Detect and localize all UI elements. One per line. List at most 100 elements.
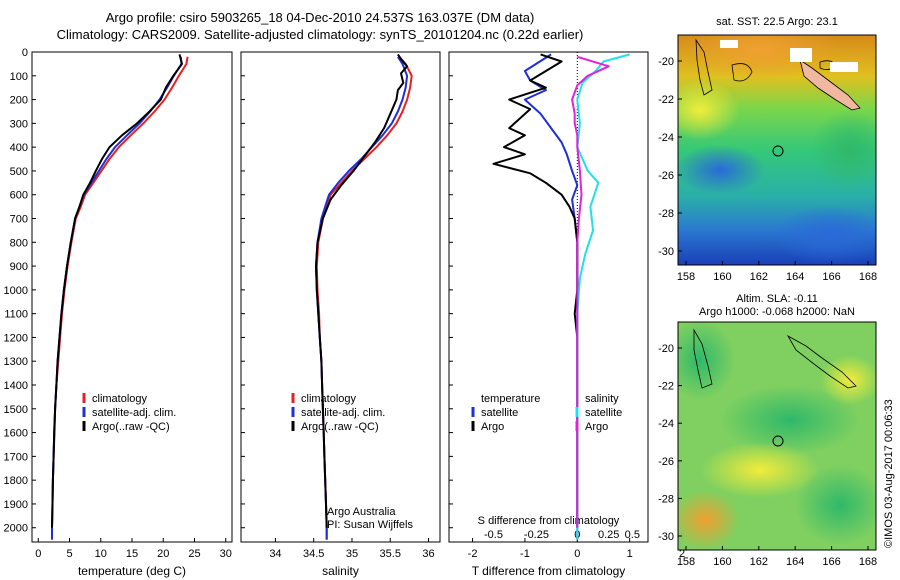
- map-x-tick-label: 166: [822, 556, 840, 568]
- depth-tick-label: 600: [10, 190, 28, 202]
- x-tick-label: 20: [157, 548, 169, 560]
- x-tick-label: 35.5: [380, 548, 401, 560]
- missing-data-patch: [720, 40, 738, 48]
- sst-warm-patch: [678, 80, 740, 140]
- map-x-tick-label: 160: [713, 271, 731, 283]
- x-tick-label: 25: [188, 548, 200, 560]
- salinity-diff-axis-label: S difference from climatology: [478, 515, 620, 527]
- depth-tick-label: 1300: [4, 356, 28, 368]
- sst-map-frame: [677, 34, 877, 266]
- legend-label: climatology: [92, 393, 148, 405]
- depth-tick-label: 1800: [4, 475, 28, 487]
- x-axis-label: temperature (deg C): [78, 564, 186, 578]
- series-line-salinity-argo: [571, 55, 610, 528]
- map-y-tick-label: -24: [658, 418, 674, 430]
- sla-high-patch: [678, 490, 740, 550]
- map-y-tick-label: -26: [658, 170, 674, 182]
- sst-map-title: sat. SST: 22.5 Argo: 23.1: [716, 16, 838, 28]
- sla-low-patch: [678, 322, 735, 400]
- sst-cool-patch: [775, 205, 876, 265]
- depth-tick-label: 1000: [4, 285, 28, 297]
- salinity-diff-tick-label: 0.5: [625, 529, 640, 541]
- legend-label: climatology: [301, 393, 357, 405]
- depth-tick-label: 1600: [4, 428, 28, 440]
- profile-panels: 0100200300400500600700800900100011001200…: [4, 47, 686, 578]
- map-y-tick-label: -26: [658, 456, 674, 468]
- figure-title-line-1: Argo profile: csiro 5903265_18 04-Dec-20…: [105, 10, 535, 25]
- map-x-tick-label: 168: [859, 556, 877, 568]
- map-x-tick-label: 158: [677, 556, 695, 568]
- imos-credit: ©IMOS 03-Aug-2017 00:06:33: [883, 399, 895, 548]
- sla-high-patch: [820, 355, 876, 405]
- legend-heading: salinity: [585, 393, 619, 405]
- depth-tick-label: 1200: [4, 332, 28, 344]
- sla-low-patch: [720, 385, 860, 455]
- legend-label: Argo: [585, 421, 608, 433]
- legend-heading: temperature: [481, 393, 540, 405]
- x-tick-label: 15: [126, 548, 138, 560]
- depth-tick-label: 1700: [4, 451, 28, 463]
- map-x-tick-label: 162: [750, 271, 768, 283]
- reef-outline: [695, 38, 713, 96]
- plot-frame: [31, 51, 233, 543]
- map-y-tick-label: -22: [658, 94, 674, 106]
- legend-label: satellite: [585, 407, 622, 419]
- map-y-tick-label: -28: [658, 493, 674, 505]
- map-x-tick-label: 162: [750, 556, 768, 568]
- panel-annotation: Argo Australia: [327, 506, 396, 518]
- argo-location-marker: [772, 145, 784, 157]
- map-y-tick-label: -28: [658, 208, 674, 220]
- depth-tick-label: 400: [10, 142, 28, 154]
- sst-mid-patch: [810, 110, 876, 190]
- x-tick-label: -2: [468, 548, 478, 560]
- series-line-argo-raw-qc-: [315, 53, 409, 528]
- depth-tick-label: 700: [10, 214, 28, 226]
- sla-map: [678, 322, 876, 550]
- x-tick-label: 5: [66, 548, 72, 560]
- legend-label: Argo(..raw -QC): [92, 421, 170, 433]
- map-y-tick-label: -20: [658, 343, 674, 355]
- depth-tick-label: 1100: [4, 309, 28, 321]
- map-x-tick-label: 168: [859, 271, 877, 283]
- legend-label: satellite: [481, 407, 518, 419]
- reef-outline: [693, 328, 713, 389]
- depth-tick-label: 0: [22, 47, 28, 59]
- sla-map-ticks: 158 160 162 164 166 168 -20 -22 -24 -26 -28 -30: [658, 343, 877, 568]
- sst-cool-patch: [678, 145, 765, 195]
- sla-map-title-line-2: Argo h1000: -0.068 h2000: NaN: [699, 306, 855, 318]
- plot-frame: [240, 51, 441, 543]
- x-tick-label: 1: [627, 548, 633, 560]
- x-tick-label: 2: [679, 548, 685, 560]
- profile-panel-salinity: 34 34.5 35 35.5 36 salinity climatology satelli…: [240, 51, 441, 578]
- depth-tick-label: 200: [10, 95, 28, 107]
- sst-map: [678, 35, 876, 265]
- depth-tick-label: 1500: [4, 404, 28, 416]
- x-tick-label: 34.5: [303, 548, 324, 560]
- profile-panel-temperature: 0100200300400500600700800900100011001200…: [4, 47, 233, 578]
- map-x-tick-label: 164: [786, 271, 804, 283]
- salinity-diff-tick-label: -0.5: [484, 529, 503, 541]
- salinity-diff-tick-label: -0.25: [524, 529, 549, 541]
- missing-data-patch: [790, 48, 812, 62]
- map-y-tick-label: -22: [658, 381, 674, 393]
- series-line-argo-raw-qc-: [51, 54, 183, 528]
- sla-map-title-line-1: Altim. SLA: -0.11: [736, 293, 818, 305]
- map-y-tick-label: -24: [658, 132, 674, 144]
- legend-label: satellite-adj. clim.: [301, 407, 385, 419]
- salinity-diff-tick-label: 0.25: [598, 529, 619, 541]
- missing-data-patch: [830, 62, 858, 72]
- plot-frame: [448, 51, 649, 543]
- x-tick-label: 35: [346, 548, 358, 560]
- depth-tick-label: 900: [10, 261, 28, 273]
- argo-location-marker: [772, 435, 784, 447]
- x-tick-label: 36: [422, 548, 434, 560]
- figure-title-line-2: Climatology: CARS2009. Satellite-adjuste…: [56, 27, 584, 42]
- x-axis-label: T difference from climatology: [472, 564, 626, 578]
- map-x-tick-label: 160: [713, 556, 731, 568]
- depth-tick-label: 800: [10, 237, 28, 249]
- sla-map-frame: [677, 321, 877, 551]
- new-caledonia-outline: [786, 334, 857, 389]
- x-tick-label: -1: [520, 548, 530, 560]
- map-x-tick-label: 164: [786, 556, 804, 568]
- depth-tick-label: 1900: [4, 499, 28, 511]
